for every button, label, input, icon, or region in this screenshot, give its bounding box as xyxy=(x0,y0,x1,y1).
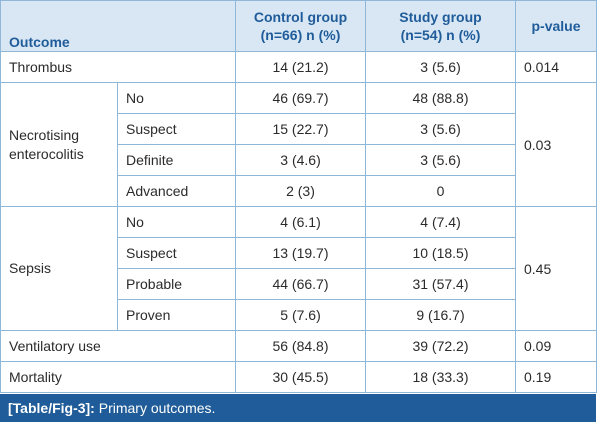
p-value: 0.19 xyxy=(515,361,597,393)
study-value: 3 (5.6) xyxy=(365,113,516,145)
row-label-sepsis: Sepsis xyxy=(0,206,118,331)
sub-label: Suspect xyxy=(117,113,236,145)
control-value: 56 (84.8) xyxy=(235,330,366,362)
sub-label: Probable xyxy=(117,268,236,300)
header-p-value: p-value xyxy=(515,0,597,52)
p-value: 0.45 xyxy=(515,206,597,331)
table-row-nec-no: Necrotising enterocolitis No 46 (69.7) 48… xyxy=(0,82,597,207)
control-value: 4 (6.1) xyxy=(235,206,366,238)
header-outcome: Outcome xyxy=(0,0,236,52)
control-value: 13 (19.7) xyxy=(235,237,366,269)
caption-text: Primary outcomes. xyxy=(94,400,216,416)
caption-tag: [Table/Fig-3]: xyxy=(8,400,95,416)
p-value: 0.03 xyxy=(515,82,597,207)
sub-label: No xyxy=(117,82,236,114)
sub-label: Proven xyxy=(117,299,236,331)
header-row: Outcome Control group (n=66) n (%) Study … xyxy=(0,0,597,52)
header-study-group: Study group (n=54) n (%) xyxy=(365,0,516,52)
study-value: 4 (7.4) xyxy=(365,206,516,238)
study-value: 48 (88.8) xyxy=(365,82,516,114)
row-label-necrotising-enterocolitis: Necrotising enterocolitis xyxy=(0,82,118,207)
control-value: 15 (22.7) xyxy=(235,113,366,145)
table-caption: [Table/Fig-3]: Primary outcomes. xyxy=(0,394,596,422)
primary-outcomes-table: Outcome Control group (n=66) n (%) Study … xyxy=(0,0,597,393)
study-value: 18 (33.3) xyxy=(365,361,516,393)
control-value: 14 (21.2) xyxy=(235,51,366,83)
table-row-thrombus: Thrombus 14 (21.2) 3 (5.6) 0.014 xyxy=(0,51,597,83)
table-row-sepsis-suspect: Suspect 13 (19.7) 10 (18.5) xyxy=(1,237,597,269)
sub-label: No xyxy=(117,206,236,238)
control-value: 2 (3) xyxy=(235,175,366,207)
control-value: 3 (4.6) xyxy=(235,144,366,176)
study-value: 9 (16.7) xyxy=(365,299,516,331)
control-value: 5 (7.6) xyxy=(235,299,366,331)
table-row-nec-suspect: Suspect 15 (22.7) 3 (5.6) xyxy=(1,113,597,145)
study-value: 31 (57.4) xyxy=(365,268,516,300)
table-row-sepsis-proven: Proven 5 (7.6) 9 (16.7) xyxy=(1,299,597,331)
control-value: 44 (66.7) xyxy=(235,268,366,300)
sub-label: Advanced xyxy=(117,175,236,207)
row-label: Ventilatory use xyxy=(0,330,236,362)
table-row-nec-definite: Definite 3 (4.6) 3 (5.6) xyxy=(1,144,597,176)
table-row-sepsis-no: Sepsis No 4 (6.1) 4 (7.4) 0.45 xyxy=(0,206,597,331)
row-label: Thrombus xyxy=(0,51,236,83)
study-value: 3 (5.6) xyxy=(365,51,516,83)
study-value: 39 (72.2) xyxy=(365,330,516,362)
p-value: 0.09 xyxy=(515,330,597,362)
row-label: Mortality xyxy=(0,361,236,393)
study-value: 0 xyxy=(365,175,516,207)
table-row-ventilatory-use: Ventilatory use 56 (84.8) 39 (72.2) 0.09 xyxy=(0,330,597,362)
table-row-mortality: Mortality 30 (45.5) 18 (33.3) 0.19 xyxy=(0,361,597,393)
study-value: 10 (18.5) xyxy=(365,237,516,269)
control-value: 30 (45.5) xyxy=(235,361,366,393)
control-value: 46 (69.7) xyxy=(235,82,366,114)
sub-label: Suspect xyxy=(117,237,236,269)
table-row-nec-advanced: Advanced 2 (3) 0 xyxy=(1,175,597,207)
p-value: 0.014 xyxy=(515,51,597,83)
sub-label: Definite xyxy=(117,144,236,176)
header-control-group: Control group (n=66) n (%) xyxy=(235,0,366,52)
study-value: 3 (5.6) xyxy=(365,144,516,176)
